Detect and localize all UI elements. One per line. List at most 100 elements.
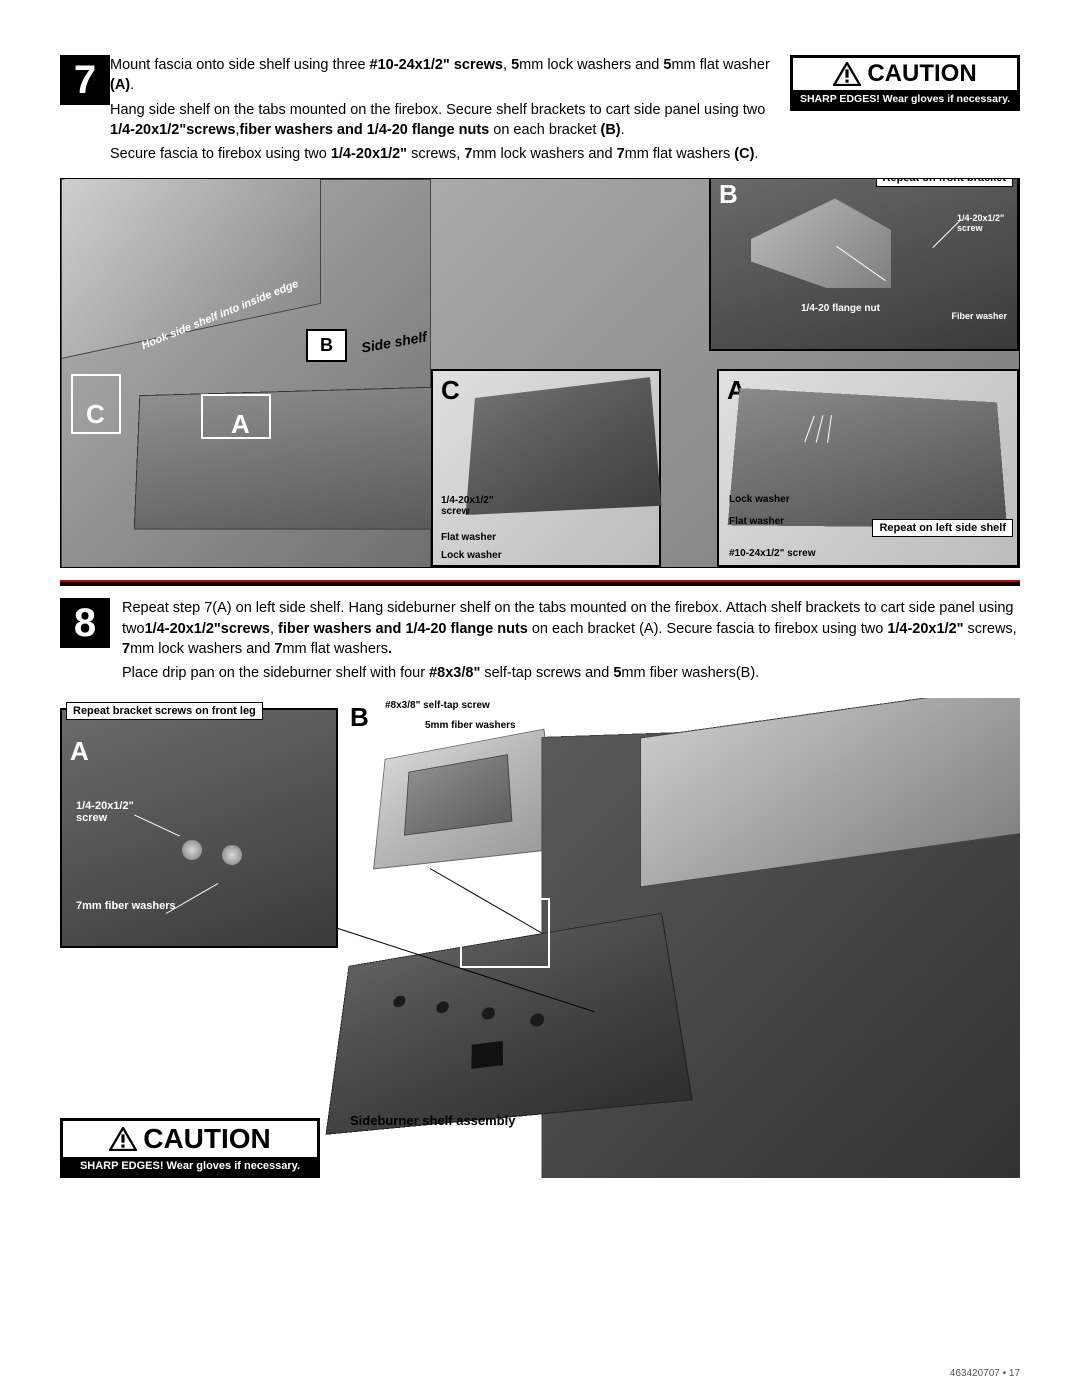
caution-top: CAUTION	[793, 58, 1017, 90]
hole	[393, 995, 406, 1008]
inset-a8: A 1/4-20x1/2" screw 7mm fiber washers	[60, 708, 338, 948]
a-lock: Lock washer	[729, 494, 790, 505]
t: 7	[122, 641, 130, 657]
inset-a: A Lock washer Flat washer #10-24x1/2" sc…	[717, 369, 1019, 567]
step7-text: Mount fascia onto side shelf using three…	[110, 55, 790, 168]
bolt	[222, 845, 242, 865]
label-b-box: B	[306, 329, 347, 362]
t: mm flat washer	[671, 57, 769, 73]
center-hole	[471, 1041, 503, 1069]
drip-pan-inner	[404, 754, 512, 835]
t: ,	[270, 621, 278, 637]
t: mm flat washers	[282, 641, 388, 657]
hole	[436, 1000, 449, 1013]
t: .	[621, 122, 625, 138]
caution-subtext: SHARP EDGES! Wear gloves if necessary.	[63, 1157, 317, 1175]
inset-a8-letter: A	[70, 736, 89, 767]
inset-b: B 1/4-20x1/2" screw 1/4-20 flange nut Fi…	[709, 178, 1019, 351]
t: screws,	[407, 146, 464, 162]
inset-c-letter: C	[441, 375, 460, 406]
c-marker	[71, 374, 121, 434]
leader	[166, 883, 218, 914]
hole	[482, 1006, 495, 1020]
inset-b8: B #8x3/8" self-tap screw 5mm fiber washe…	[350, 698, 570, 888]
t: 5	[511, 57, 519, 73]
step7-diagram: Hook side shelf into inside edge B Side …	[60, 178, 1020, 568]
sideburner-label: Sideburner shelf assembly	[350, 1113, 515, 1128]
inset-c: C 1/4-20x1/2" screw Flat washer Lock was…	[431, 369, 661, 567]
t: 1/4-20x1/2"screws	[110, 122, 235, 138]
repeat-front: Repeat on front bracket	[876, 178, 1013, 187]
t: 7	[617, 146, 625, 162]
side-shelf	[134, 387, 449, 530]
t: mm lock washers and	[472, 146, 616, 162]
t: mm fiber washers(B).	[621, 665, 759, 681]
t: 1/4-20x1/2"	[887, 621, 963, 637]
inset-b-flange: 1/4-20 flange nut	[801, 303, 880, 314]
bolt	[182, 840, 202, 860]
t: #8x3/8"	[429, 665, 480, 681]
page: 7 Mount fascia onto side shelf using thr…	[0, 0, 1080, 1397]
warning-icon	[109, 1127, 137, 1151]
t: .	[130, 77, 134, 93]
leader	[933, 219, 962, 248]
t: (A)	[110, 77, 130, 93]
step8-text: Repeat step 7(A) on left side shelf. Han…	[122, 598, 1020, 687]
caution-top: CAUTION	[63, 1121, 317, 1157]
divider	[60, 580, 1020, 586]
t: fiber washers and 1/4-20 flange nuts	[239, 122, 489, 138]
repeat-left: Repeat on left side shelf	[872, 519, 1013, 537]
t: (C)	[734, 146, 754, 162]
hole	[530, 1012, 544, 1026]
leader	[134, 814, 180, 836]
inset-b-fiber: Fiber washer	[951, 311, 1007, 321]
b8-fiber5: 5mm fiber washers	[425, 720, 516, 731]
t: on each bracket	[489, 122, 600, 138]
step8-diagram: A 1/4-20x1/2" screw 7mm fiber washers Re…	[60, 698, 1020, 1178]
step8-number: 8	[60, 598, 110, 648]
inset-b-screw: 1/4-20x1/2" screw	[957, 213, 1007, 233]
t: on each bracket (A). Secure fascia to fi…	[528, 621, 887, 637]
t: self-tap screws and	[480, 665, 613, 681]
caution-word: CAUTION	[143, 1123, 271, 1155]
a-screw: #10-24x1/2" screw	[729, 548, 815, 559]
t: mm flat washers	[625, 146, 735, 162]
t: mm lock washers and	[519, 57, 663, 73]
caution-box-bottom: CAUTION SHARP EDGES! Wear gloves if nece…	[60, 1118, 320, 1178]
b-marker-8	[460, 898, 550, 968]
step8-header: 8 Repeat step 7(A) on left side shelf. H…	[60, 598, 1020, 687]
t: #10-24x1/2" screws	[370, 57, 503, 73]
drip-pan-outer	[373, 728, 559, 869]
inset-b-letter: B	[719, 179, 738, 210]
t: .	[388, 641, 392, 657]
b8-selftap: #8x3/8" self-tap screw	[385, 700, 490, 711]
c-flat: Flat washer	[441, 532, 496, 543]
t: 1/4-20x1/2"screws	[145, 621, 270, 637]
a-marker	[201, 394, 271, 439]
t: .	[754, 146, 758, 162]
t: Mount fascia onto side shelf using three	[110, 57, 370, 73]
a8-screw: 1/4-20x1/2" screw	[76, 800, 146, 824]
t: Place drip pan on the sideburner shelf w…	[122, 665, 429, 681]
warning-icon	[833, 62, 861, 86]
t: Hang side shelf on the tabs mounted on t…	[110, 102, 765, 118]
page-footer: 463420707 • 17	[950, 1368, 1020, 1379]
shelf-a	[728, 389, 1007, 529]
t: fiber washers and 1/4-20 flange nuts	[278, 621, 528, 637]
t: 1/4-20x1/2"	[331, 146, 407, 162]
t: Secure fascia to firebox using two	[110, 146, 331, 162]
inset-b8-letter: B	[350, 702, 369, 733]
t: ,	[503, 57, 511, 73]
a8-fiber: 7mm fiber washers	[76, 900, 176, 912]
step7-number: 7	[60, 55, 110, 105]
t: screws,	[964, 621, 1017, 637]
caution-box-top: CAUTION SHARP EDGES! Wear gloves if nece…	[790, 55, 1020, 111]
c-screw: 1/4-20x1/2" screw	[441, 495, 511, 517]
step7-header: 7 Mount fascia onto side shelf using thr…	[60, 55, 1020, 168]
repeat-bracket: Repeat bracket screws on front leg	[66, 702, 263, 720]
t: mm lock washers and	[130, 641, 274, 657]
caution-word: CAUTION	[867, 60, 976, 88]
t: (B)	[600, 122, 620, 138]
a-flat: Flat washer	[729, 516, 784, 527]
caution-subtext: SHARP EDGES! Wear gloves if necessary.	[793, 90, 1017, 108]
